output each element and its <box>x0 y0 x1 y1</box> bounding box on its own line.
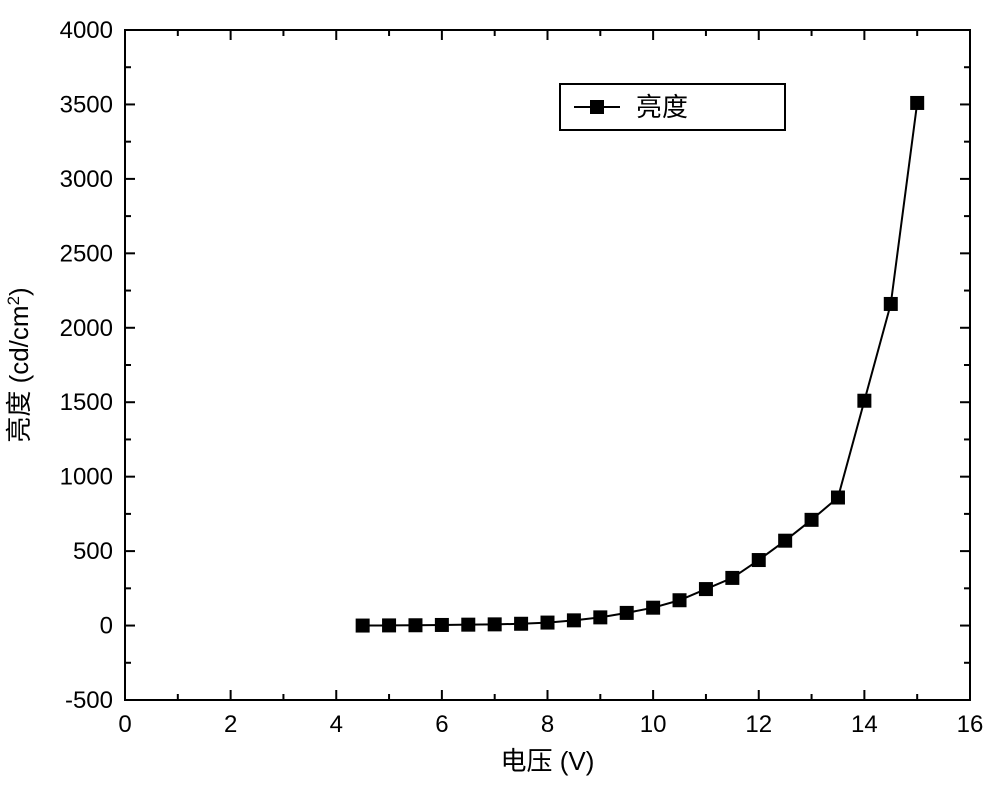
series-marker <box>857 394 871 408</box>
y-tick-label: 3000 <box>60 166 113 193</box>
y-tick-label: 3500 <box>60 91 113 118</box>
x-tick-label: 10 <box>640 711 667 738</box>
series-marker <box>646 601 660 615</box>
series-marker <box>461 618 475 632</box>
chart-background <box>0 0 1000 807</box>
x-tick-label: 2 <box>224 711 237 738</box>
x-tick-label: 8 <box>541 711 554 738</box>
y-tick-label: -500 <box>65 687 113 714</box>
x-tick-label: 16 <box>957 711 984 738</box>
legend-marker <box>590 100 604 114</box>
x-tick-label: 6 <box>435 711 448 738</box>
series-marker <box>699 582 713 596</box>
series-marker <box>488 617 502 631</box>
y-tick-label: 500 <box>73 538 113 565</box>
x-tick-label: 14 <box>851 711 878 738</box>
series-marker <box>778 534 792 548</box>
series-marker <box>356 619 370 633</box>
y-tick-label: 2000 <box>60 315 113 342</box>
y-axis-label: 亮度 (cd/cm2) <box>4 287 35 442</box>
y-tick-label: 1000 <box>60 464 113 491</box>
legend-label: 亮度 <box>636 92 688 122</box>
series-marker <box>435 618 449 632</box>
series-marker <box>408 618 422 632</box>
y-tick-label: 1500 <box>60 389 113 416</box>
series-marker <box>884 297 898 311</box>
x-tick-label: 4 <box>330 711 343 738</box>
y-tick-label: 0 <box>100 613 113 640</box>
x-tick-label: 12 <box>745 711 772 738</box>
series-marker <box>514 617 528 631</box>
series-marker <box>831 491 845 505</box>
y-tick-label: 4000 <box>60 17 113 44</box>
series-marker <box>382 618 396 632</box>
x-tick-label: 0 <box>118 711 131 738</box>
series-marker <box>752 553 766 567</box>
y-tick-label: 2500 <box>60 240 113 267</box>
series-marker <box>620 606 634 620</box>
series-marker <box>910 96 924 110</box>
series-marker <box>567 613 581 627</box>
series-marker <box>541 616 555 630</box>
luminance-vs-voltage-chart: 0246810121416-50005001000150020002500300… <box>0 0 1000 807</box>
series-marker <box>725 571 739 585</box>
x-axis-label: 电压 (V) <box>501 746 595 776</box>
series-marker <box>805 513 819 527</box>
series-marker <box>593 610 607 624</box>
series-marker <box>673 593 687 607</box>
